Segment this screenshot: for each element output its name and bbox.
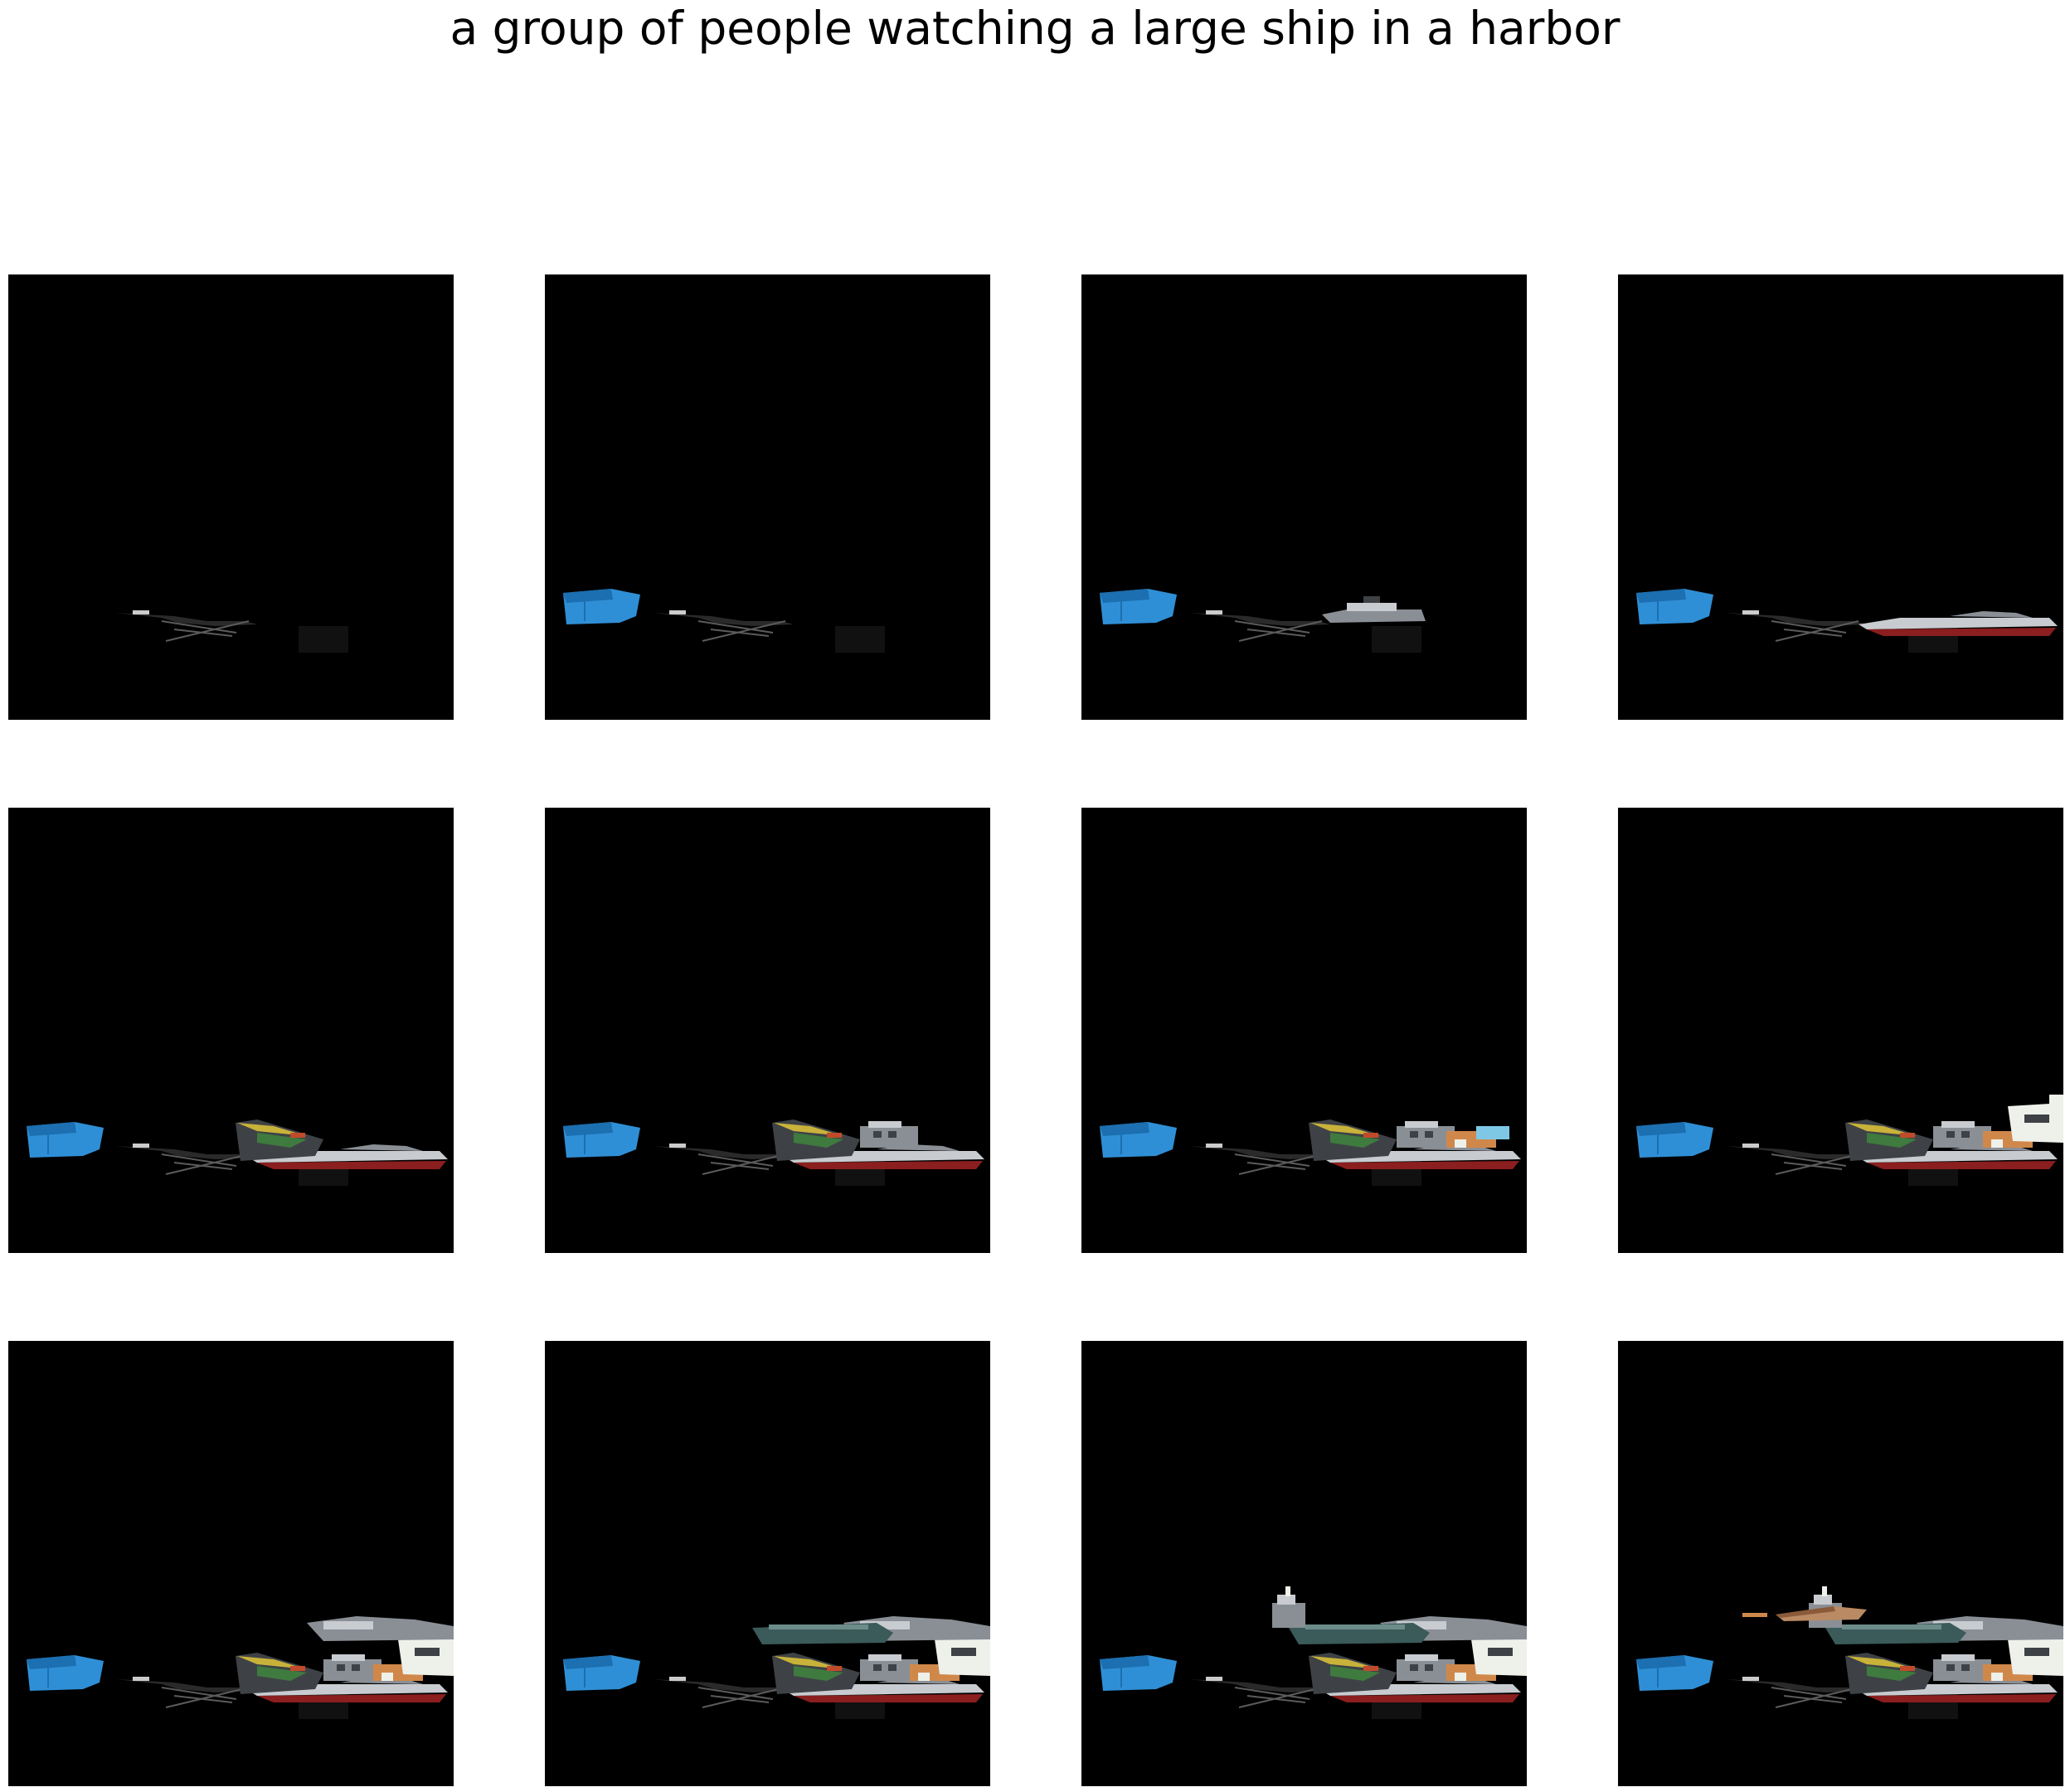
panel-12 [1618,1341,2063,1786]
panel-8-canvas [1618,808,2063,1253]
panel-background [545,274,990,720]
blue-boat [563,1122,640,1158]
panel-11 [1081,1341,1527,1786]
blue-boat [1636,1122,1713,1158]
panel-12-canvas [1618,1341,2063,1786]
yellow-green-boat [1309,1653,1397,1694]
panel-6-canvas [545,808,990,1253]
panel-5 [8,808,454,1253]
panel-background [545,808,990,1253]
panel-3 [1081,274,1527,720]
blue-boat [1100,589,1177,624]
blue-boat [1636,589,1713,624]
blue-boat [1636,1655,1713,1691]
panel-2-canvas [545,274,990,720]
cabin-boat [1933,1654,1991,1681]
panel-4-canvas [1618,274,2063,720]
panel-background [1618,808,2063,1253]
dark-teal-boat [752,1623,893,1644]
white-structure [2008,1095,2063,1143]
panel-1 [8,274,454,720]
colorful-deck [1446,1126,1509,1148]
upper-grey-boat [307,1616,454,1641]
panel-8 [1618,808,2063,1253]
panel-background [8,808,454,1253]
panel-10 [545,1341,990,1786]
blue-boat [1100,1122,1177,1158]
panel-6 [545,808,990,1253]
panel-5-canvas [8,808,454,1253]
panel-9-canvas [8,1341,454,1786]
panel-4 [1618,274,2063,720]
panel-7 [1081,808,1527,1253]
panel-background [8,1341,454,1786]
yellow-green-boat [1845,1653,1933,1694]
panel-3-canvas [1081,274,1527,720]
panel-2 [545,274,990,720]
panel-background [545,1341,990,1786]
figure-caption: a group of people watching a large ship … [449,2,1621,55]
yellow-green-boat [1309,1119,1397,1161]
cabin-boat [860,1654,918,1681]
panel-7-canvas [1081,808,1527,1253]
blue-boat [1100,1655,1177,1691]
panel-11-canvas [1081,1341,1527,1786]
grey-boat [1322,596,1426,623]
blue-boat [27,1655,104,1691]
cabin-boat [1397,1654,1455,1681]
crane [116,610,348,653]
yellow-green-boat [772,1653,860,1694]
panel-1-canvas [8,274,454,720]
dark-teal-boat [1825,1623,1966,1644]
blue-boat [563,1655,640,1691]
panel-10-canvas [545,1341,990,1786]
panel-background [1081,274,1527,720]
wooden-boat [1742,1606,1867,1621]
crane [653,610,885,653]
yellow-green-boat [772,1119,860,1161]
blue-boat [27,1122,104,1158]
yellow-green-boat [236,1119,323,1161]
cabin-boat [860,1121,918,1148]
panel-9 [8,1341,454,1786]
cabin-boat [323,1654,381,1681]
gray-tower [1272,1586,1305,1628]
blue-boat [563,589,640,624]
panel-background [1081,1341,1527,1786]
yellow-green-boat [1845,1119,1933,1161]
panel-background [1618,274,2063,720]
cabin-boat [1933,1121,1991,1148]
panel-background [1618,1341,2063,1786]
yellow-green-boat [236,1653,323,1694]
panel-background [1081,808,1527,1253]
crane [1189,610,1421,653]
red-hull-boat [1859,611,2058,636]
panel-background [8,274,454,720]
cabin-boat [1397,1121,1455,1148]
dark-teal-boat [1289,1623,1430,1644]
